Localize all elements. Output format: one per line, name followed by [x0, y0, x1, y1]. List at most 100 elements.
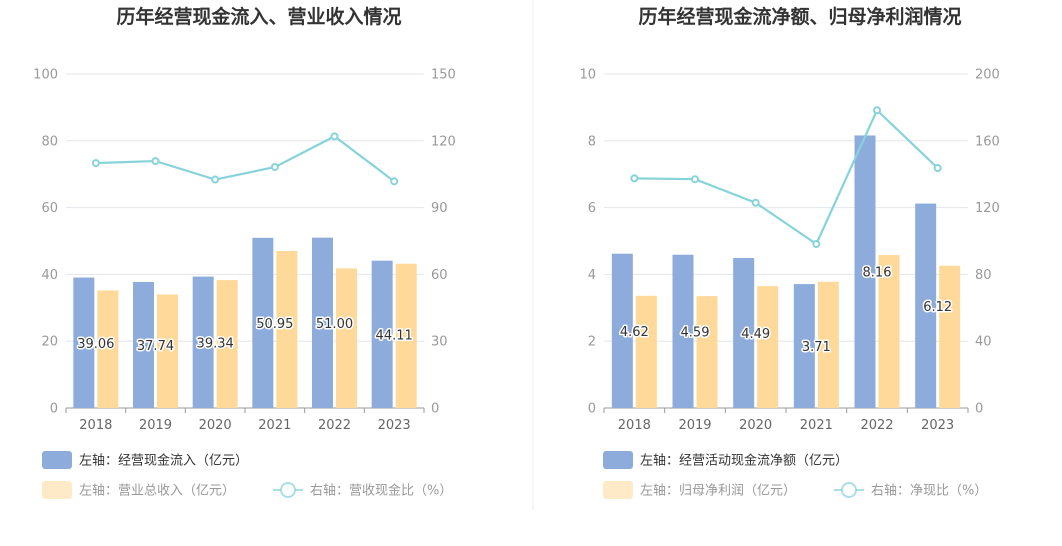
chart2-legend-marker[interactable] — [841, 482, 857, 498]
chart2-bar-series1[interactable] — [793, 284, 815, 408]
chart1-legend-swatch[interactable] — [42, 451, 72, 469]
chart1-x-tick-label: 2023 — [378, 418, 411, 433]
chart2-bar-series2[interactable] — [696, 296, 718, 408]
chart2-bar-series2[interactable] — [635, 295, 657, 408]
chart2-left-tick-label: 0 — [588, 402, 596, 417]
chart2-legend-swatch[interactable] — [603, 481, 633, 499]
chart2-legend-swatch[interactable] — [603, 451, 633, 469]
chart1-bar-data-label: 50.95 — [256, 317, 293, 332]
chart1-line-series — [95, 135, 395, 183]
chart2-right-tick-label: 200 — [975, 68, 1000, 83]
chart2-line-point[interactable] — [691, 175, 699, 184]
chart1-bar-series2[interactable] — [276, 251, 298, 408]
chart2-legend-label[interactable]: 左轴：归母净利润（亿元） — [640, 484, 796, 499]
chart2-line-point[interactable] — [933, 164, 942, 173]
chart1-right-tick-label: 0 — [431, 402, 439, 417]
chart2-x-tick-label: 2022 — [860, 418, 893, 433]
chart1-left-tick-label: 60 — [41, 201, 58, 216]
chart1-right-tick-label: 30 — [431, 335, 448, 350]
chart2-x-tick-label: 2019 — [678, 418, 711, 433]
chart2-right-tick-label: 120 — [975, 201, 1000, 216]
chart2-bar-series2[interactable] — [817, 281, 839, 408]
chart1-x-tick-label: 2022 — [318, 418, 351, 433]
chart2-left-tick-label: 4 — [588, 268, 596, 283]
chart1-bar-series2[interactable] — [216, 280, 238, 408]
chart1-bar-series1[interactable] — [312, 237, 333, 408]
chart1-bar-series1[interactable] — [133, 281, 154, 408]
chart2-bar-data-label: 4.62 — [620, 325, 649, 340]
chart1-title: 历年经营现金流入、营业收入情况 — [116, 5, 401, 28]
chart1-line-point[interactable] — [91, 159, 100, 168]
chart1-x-tick-label: 2018 — [79, 418, 112, 433]
chart1-bar-series2[interactable] — [157, 294, 178, 408]
chart2-bar-data-label: 3.71 — [802, 340, 831, 355]
chart2-bar-series1[interactable] — [733, 258, 755, 408]
chart2-bar-series1[interactable] — [611, 253, 633, 408]
chart1-bar-series1[interactable] — [73, 277, 95, 408]
chart1-left-tick-label: 40 — [41, 268, 58, 283]
chart1-left-tick-label: 100 — [33, 68, 58, 83]
chart1-bar-data-label: 37.74 — [137, 339, 174, 354]
chart1-bar-series2[interactable] — [97, 290, 119, 408]
chart2-x-tick-label: 2021 — [800, 418, 833, 433]
chart1-x-tick-label: 2020 — [199, 418, 232, 433]
chart2-line-series — [634, 108, 939, 246]
chart1-line-point[interactable] — [151, 157, 160, 166]
chart1-right-tick-label: 60 — [431, 268, 448, 283]
chart1-right-tick-label: 150 — [431, 68, 456, 83]
chart1-legend-label[interactable]: 左轴：经营现金流入（亿元） — [79, 453, 248, 469]
chart1-bar-series1[interactable] — [371, 260, 393, 408]
chart1-x-tick-label: 2021 — [258, 418, 291, 433]
chart1-legend-label[interactable]: 右轴：营收现金比（%） — [310, 483, 452, 499]
chart1-bar-data-label: 44.11 — [376, 328, 413, 343]
chart1-line-point[interactable] — [270, 163, 279, 172]
chart1-legend-marker[interactable] — [280, 482, 296, 498]
chart1-right-tick-label: 120 — [431, 134, 456, 149]
chart1-legend-label[interactable]: 左轴：营业总收入（亿元） — [79, 484, 235, 499]
chart1-line-point[interactable] — [330, 132, 339, 141]
chart2-x-tick-label: 2020 — [739, 418, 772, 433]
chart2-left-tick-label: 8 — [588, 134, 596, 149]
chart2-left-tick-label: 10 — [579, 68, 596, 83]
chart2-bar-data-label: 4.59 — [681, 325, 710, 340]
chart1-bar-data-label: 39.34 — [197, 336, 234, 351]
chart2-legend-label[interactable]: 右轴：净现比（%） — [871, 484, 987, 499]
chart1-right-tick-label: 90 — [431, 201, 448, 216]
chart1-bar-series2[interactable] — [395, 263, 417, 408]
chart1-bar-series1[interactable] — [252, 237, 274, 408]
chart2-bar-series2[interactable] — [878, 255, 900, 408]
chart1-x-tick-label: 2019 — [139, 418, 172, 433]
chart2-right-tick-label: 80 — [975, 268, 992, 283]
chart2-title: 历年经营现金流净额、归母净利润情况 — [638, 5, 961, 28]
chart2-bar-series1[interactable] — [915, 203, 937, 408]
chart2-bar-series1[interactable] — [672, 254, 694, 408]
chart1-line-point[interactable] — [211, 175, 220, 184]
chart2-bar-data-label: 4.49 — [741, 327, 770, 342]
chart2-legend-label[interactable]: 左轴：经营活动现金流净额（亿元） — [640, 453, 848, 469]
chart2-right-tick-label: 160 — [975, 134, 1000, 149]
chart1-bar-series1[interactable] — [192, 276, 214, 408]
chart1-left-tick-label: 0 — [50, 402, 58, 417]
chart1-bar-series2[interactable] — [336, 268, 357, 408]
chart2-line-point[interactable] — [630, 174, 639, 183]
chart2-bar-data-label: 6.12 — [923, 300, 952, 315]
chart2-bar-series2[interactable] — [939, 265, 961, 408]
chart2-line-point[interactable] — [873, 106, 881, 115]
chart1-left-tick-label: 80 — [41, 134, 58, 149]
chart2-right-tick-label: 40 — [975, 335, 992, 350]
chart1-bar-data-label: 39.06 — [77, 337, 114, 352]
chart1-legend-swatch[interactable] — [42, 481, 72, 499]
chart2-line-point[interactable] — [812, 240, 821, 249]
chart2-bar-data-label: 8.16 — [863, 266, 892, 281]
chart2-left-tick-label: 6 — [588, 201, 596, 216]
chart1-left-tick-label: 20 — [41, 335, 58, 350]
chart2-x-tick-label: 2023 — [921, 418, 954, 433]
chart2-bar-series2[interactable] — [757, 286, 779, 408]
chart2-bar-series1[interactable] — [854, 135, 876, 408]
chart1-line-point[interactable] — [390, 177, 399, 186]
chart2-x-tick-label: 2018 — [618, 418, 651, 433]
chart2-line-point[interactable] — [751, 198, 760, 207]
chart2-right-tick-label: 0 — [975, 402, 983, 417]
chart1-bar-data-label: 51.00 — [316, 317, 353, 332]
